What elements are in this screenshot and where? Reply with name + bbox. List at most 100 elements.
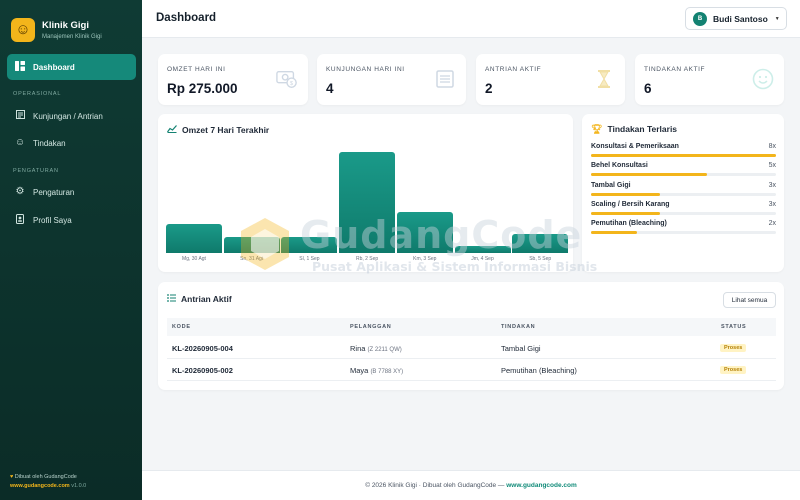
user-name: Budi Santoso xyxy=(713,13,768,24)
caret-down-icon: ▼ xyxy=(774,15,780,22)
dashboard-icon xyxy=(14,60,26,74)
chart-bar xyxy=(512,234,569,253)
table-row[interactable]: KL-20260905-004 Rina (Z 2211 QW) Tambal … xyxy=(167,337,776,359)
table-header: KODE PELANGGAN TINDAKAN STATUS xyxy=(167,318,776,336)
smile-icon xyxy=(752,68,774,90)
tindakan-item: Behel Konsultasi 5x xyxy=(591,162,776,176)
chart-bar xyxy=(396,212,453,253)
tindakan-progress-fill xyxy=(591,193,661,196)
tindakan-title: 🏆︎ Tindakan Terlaris xyxy=(591,124,677,134)
sidebar-item-label: Profil Saya xyxy=(33,215,72,225)
tindakan-count: 5x xyxy=(768,162,776,169)
footer-text: © 2026 Klinik Gigi · Dibuat oleh GudangC… xyxy=(365,482,505,489)
sidebar-item-kunjungan[interactable]: Kunjungan / Antrian xyxy=(7,105,136,127)
sidebar-section-pengaturan: PENGATURAN xyxy=(13,168,59,174)
chart-x-tick-label: Sl, 1 Sep xyxy=(299,256,320,262)
topbar: Dashboard B Budi Santoso ▼ xyxy=(142,0,800,38)
tindakan-progress-track xyxy=(591,231,776,234)
column-header-pelanggan: PELANGGAN xyxy=(350,324,392,330)
tindakan-count: 8x xyxy=(768,143,776,150)
stat-card-tindakan: TINDAKAN AKTIF 6 xyxy=(635,54,784,105)
tindakan-name: Scaling / Bersih Karang xyxy=(591,201,670,208)
kode-cell: KL-20260905-002 xyxy=(172,366,233,375)
footer-link[interactable]: www.gudangcode.com xyxy=(506,482,577,489)
chart-x-tick-label: Sb, 5 Sep xyxy=(529,256,552,262)
tindakan-item: Pemutihan (Bleaching) 2x xyxy=(591,220,776,234)
chart-bar xyxy=(454,246,511,253)
tindakan-cell: Pemutihan (Bleaching) xyxy=(501,366,577,375)
tindakan-count: 2x xyxy=(768,220,776,227)
tindakan-item: Scaling / Bersih Karang 3x xyxy=(591,201,776,215)
tindakan-count: 3x xyxy=(768,182,776,189)
antrian-aktif-card: Antrian Aktif Lihat semua KODE PELANGGAN… xyxy=(158,282,784,390)
brand[interactable]: ☺ Klinik Gigi Manajemen Klinik Gigi xyxy=(0,0,142,48)
sidebar-item-profil[interactable]: Profil Saya xyxy=(7,209,136,231)
hourglass-icon xyxy=(593,68,615,90)
pelanggan-name: Maya xyxy=(350,366,369,375)
tindakan-progress-track xyxy=(591,154,776,157)
column-header-tindakan: TINDAKAN xyxy=(501,324,536,330)
plat-text: (B 7788 XY) xyxy=(370,369,404,375)
antrian-title: Antrian Aktif xyxy=(167,294,232,304)
tindakan-terlaris-card: 🏆︎ Tindakan Terlaris Konsultasi & Pemeri… xyxy=(582,114,784,272)
svg-text:$: $ xyxy=(290,81,293,87)
tindakan-item: Konsultasi & Pemeriksaan 8x xyxy=(591,143,776,157)
lihat-semua-button[interactable]: Lihat semua xyxy=(723,292,776,308)
table-row[interactable]: KL-20260905-002 Maya (B 7788 XY) Pemutih… xyxy=(167,359,776,381)
pelanggan-cell: Maya (B 7788 XY) xyxy=(350,366,403,375)
brand-name: Klinik Gigi xyxy=(42,19,89,31)
page-footer: © 2026 Klinik Gigi · Dibuat oleh GudangC… xyxy=(142,470,800,500)
tindakan-name: Tambal Gigi xyxy=(591,182,631,189)
gear-icon: ⚙ xyxy=(15,186,25,197)
stat-value: 2 xyxy=(485,81,493,96)
sidebar-footer: ♥ Dibuat oleh GudangCode www.gudangcode.… xyxy=(10,473,86,491)
sidebar-item-tindakan[interactable]: ☺ Tindakan xyxy=(7,132,136,154)
document-icon xyxy=(434,68,456,90)
tindakan-progress-fill xyxy=(591,154,776,157)
tindakan-progress-fill xyxy=(591,173,707,176)
list-icon xyxy=(167,294,176,304)
tindakan-progress-fill xyxy=(591,231,638,234)
tindakan-progress-track xyxy=(591,212,776,215)
antrian-title-text: Antrian Aktif xyxy=(181,294,232,304)
chart-line-icon xyxy=(167,124,177,135)
chart-x-tick-label: Jm, 4 Sep xyxy=(471,256,494,262)
avatar: B xyxy=(693,11,707,26)
made-by-text: Dibuat oleh GudangCode xyxy=(14,474,77,480)
chart-bar xyxy=(166,224,222,253)
chart-bar xyxy=(281,237,338,253)
pelanggan-name: Rina xyxy=(350,344,366,353)
omzet-bar-chart: Mg, 30 Agt Sn, 31 Agt Sl, 1 Sep Rb, 2 Sep Km… xyxy=(158,114,573,272)
smile-icon: ☺ xyxy=(14,137,26,148)
stat-value: 4 xyxy=(326,81,334,96)
tindakan-name: Konsultasi & Pemeriksaan xyxy=(591,143,679,150)
column-header-status: STATUS xyxy=(721,324,747,330)
gudangcode-link[interactable]: www.gudangcode.com xyxy=(10,482,70,489)
sidebar-item-pengaturan[interactable]: ⚙ Pengaturan xyxy=(7,181,136,203)
chart-bar xyxy=(223,237,280,253)
stat-card-omzet: OMZET HARI INI Rp 275.000 $ xyxy=(158,54,308,105)
money-icon: $ xyxy=(276,68,298,90)
stat-card-antrian: ANTRIAN AKTIF 2 xyxy=(476,54,625,105)
user-menu-button[interactable]: B Budi Santoso ▼ xyxy=(685,7,787,30)
page-title: Dashboard xyxy=(156,12,217,24)
heart-icon: ♥ xyxy=(10,474,14,480)
tindakan-progress-track xyxy=(591,173,776,176)
id-badge-icon xyxy=(14,213,26,227)
sidebar-item-label: Kunjungan / Antrian xyxy=(33,111,103,121)
tindakan-name: Pemutihan (Bleaching) xyxy=(591,220,667,227)
chart-title-text: Omzet 7 Hari Terakhir xyxy=(182,124,270,135)
sidebar-item-label: Dashboard xyxy=(33,62,75,72)
chart-x-tick-label: Mg, 30 Agt xyxy=(182,256,206,262)
stat-label: OMZET HARI INI xyxy=(167,66,226,73)
version-text: v1.0.0 xyxy=(71,482,87,489)
kode-cell: KL-20260905-004 xyxy=(172,344,233,353)
status-badge: Proses xyxy=(720,344,747,352)
list-icon xyxy=(14,110,26,122)
tindakan-cell: Tambal Gigi xyxy=(501,344,541,353)
chart-x-tick-label: Km, 3 Sep xyxy=(413,256,437,262)
trophy-icon: 🏆︎ xyxy=(591,123,603,134)
sidebar-item-dashboard[interactable]: Dashboard xyxy=(7,54,136,80)
stat-card-kunjungan: KUNJUNGAN HARI INI 4 xyxy=(317,54,466,105)
chart-x-tick-label: Rb, 2 Sep xyxy=(355,256,379,262)
